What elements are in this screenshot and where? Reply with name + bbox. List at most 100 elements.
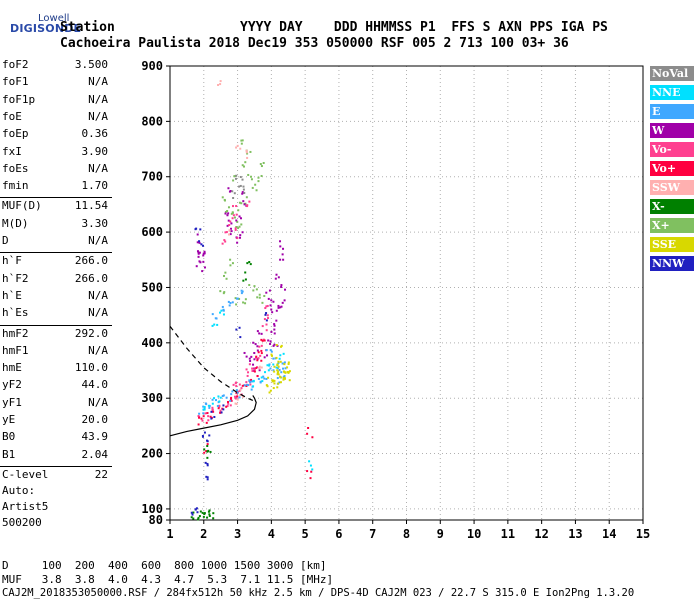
- echo-point-nnw: [210, 417, 213, 420]
- echo-point-x: [222, 292, 225, 295]
- y-tick-label: 500: [141, 280, 163, 294]
- echo-point-sse: [279, 375, 282, 378]
- echo-point-x: [241, 139, 244, 142]
- param-name: h`Es: [2, 306, 29, 320]
- echo-point-vo: [233, 395, 236, 398]
- echo-point-nne: [252, 385, 255, 388]
- echo-point-vo: [231, 205, 234, 208]
- echo-point-vo: [206, 443, 209, 446]
- echo-point-vo: [267, 317, 270, 320]
- echo-point-x: [196, 518, 199, 521]
- echo-point-nne: [272, 363, 275, 366]
- echo-point-e: [280, 371, 283, 374]
- param-name: foF2: [2, 58, 29, 71]
- echo-point-w: [243, 351, 246, 354]
- echo-point-x: [243, 165, 246, 168]
- echo-point-w: [275, 309, 278, 312]
- echo-point-x: [240, 142, 243, 145]
- echo-point-vo: [266, 314, 269, 317]
- param-row-b1: B1 2.04: [0, 448, 112, 465]
- echo-point-vo: [255, 366, 258, 369]
- echo-point-ssw: [219, 80, 222, 83]
- echo-point-nne: [211, 402, 214, 405]
- echo-point-vo: [309, 477, 312, 480]
- param-row-mufd: MUF(D) 11.54: [0, 199, 112, 216]
- echo-point-x: [233, 175, 236, 178]
- auto-label: Auto:: [2, 484, 36, 497]
- echo-point-vo: [260, 338, 263, 341]
- param-row-he: h`E N/A: [0, 289, 112, 306]
- echo-point-noval: [243, 191, 246, 194]
- echo-point-x: [192, 517, 195, 520]
- echo-point-vo: [219, 411, 222, 414]
- echo-point-sse: [282, 378, 285, 381]
- echo-point-e: [231, 301, 234, 304]
- echo-point-w: [269, 342, 272, 345]
- echo-point-x: [240, 223, 243, 226]
- echo-point-x: [238, 297, 241, 300]
- echo-point-nne: [268, 364, 271, 367]
- echo-point-x: [212, 512, 215, 515]
- echo-point-vo: [231, 217, 234, 220]
- echo-point-w: [203, 252, 206, 255]
- echo-point-nnw: [239, 336, 242, 339]
- echo-point-e: [236, 391, 239, 394]
- footer-muf-row: MUF 3.8 3.8 4.0 4.3 4.7 5.3 7.1 11.5 [MH…: [2, 573, 334, 586]
- echo-point-e: [269, 367, 272, 370]
- echo-point-nne: [266, 364, 269, 367]
- echo-point-x: [219, 290, 222, 293]
- echo-point-e: [276, 367, 279, 370]
- echo-point-vo: [224, 231, 227, 234]
- echo-point-e: [215, 317, 218, 320]
- echo-point-vo: [232, 214, 235, 217]
- echo-point-x: [203, 448, 206, 451]
- echo-point-x: [236, 220, 239, 223]
- echo-point-w: [196, 241, 199, 244]
- echo-point-w: [256, 345, 259, 348]
- echo-point-w: [238, 215, 241, 218]
- echo-point-nne: [264, 371, 267, 374]
- echo-point-nnw: [200, 243, 203, 246]
- echo-point-noval: [234, 177, 237, 180]
- echo-point-w: [282, 247, 285, 250]
- echo-point-w: [198, 251, 201, 254]
- echo-point-w: [197, 252, 200, 255]
- echo-point-vo: [257, 351, 260, 354]
- param-name: yE: [2, 413, 16, 426]
- echo-point-w: [274, 277, 277, 280]
- echo-point-noval: [242, 188, 245, 191]
- echo-point-w: [198, 241, 201, 244]
- echo-point-e: [222, 308, 225, 311]
- x-tick-label: 8: [403, 527, 410, 541]
- echo-point-ssw: [235, 402, 238, 405]
- echo-point-w: [253, 358, 256, 361]
- echo-point-vo: [212, 410, 215, 413]
- echo-point-vo: [246, 204, 249, 207]
- echo-point-vo: [260, 344, 263, 347]
- echo-point-w: [202, 260, 205, 263]
- y-tick-label: 700: [141, 170, 163, 184]
- echo-point-nnw: [195, 507, 198, 510]
- echo-point-w: [273, 323, 276, 326]
- param-name: foEp: [2, 127, 29, 141]
- legend-item-x-: X-: [650, 199, 694, 214]
- echo-point-nne: [308, 460, 311, 463]
- echo-point-sse: [272, 379, 275, 382]
- echo-point-vo: [235, 392, 238, 395]
- echo-point-x: [244, 278, 247, 281]
- echo-point-sse: [276, 369, 279, 372]
- echo-point-w: [271, 311, 274, 314]
- echo-point-w: [196, 250, 199, 253]
- param-value: 22: [94, 467, 108, 481]
- echo-point-w: [282, 258, 285, 261]
- echo-point-w: [235, 219, 238, 222]
- echo-point-vo: [206, 412, 209, 415]
- x-tick-label: 14: [602, 527, 616, 541]
- echo-point-e: [216, 404, 219, 407]
- echo-point-w: [202, 254, 205, 257]
- echo-point-e: [246, 383, 249, 386]
- param-separator: [0, 197, 112, 199]
- echo-point-sse: [280, 344, 283, 347]
- echo-point-vo: [251, 367, 254, 370]
- echo-point-e: [205, 403, 208, 406]
